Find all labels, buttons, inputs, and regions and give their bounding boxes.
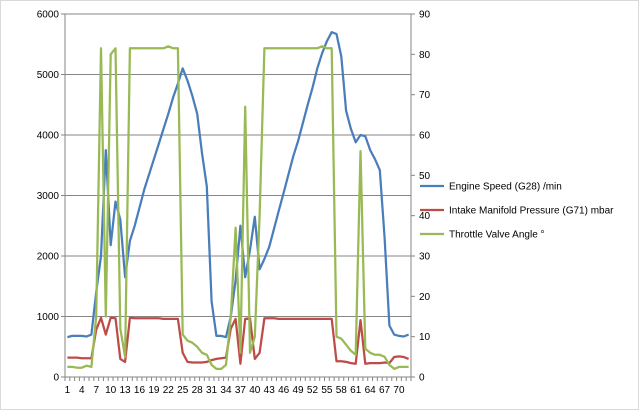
- legend: Engine Speed (G28) /min Intake Manifold P…: [420, 182, 614, 241]
- y-left-tick-label: 4000: [37, 131, 60, 142]
- x-tick-label: 58: [336, 385, 348, 396]
- axes: 0 1000 2000 3000 4000 5000 6000 0 10 20 30 40 50 60 70…: [37, 10, 431, 397]
- y-right-tick-label: 20: [419, 292, 431, 303]
- y-right-tick-label: 10: [419, 332, 431, 343]
- x-tick-label: 43: [264, 385, 276, 396]
- x-tick-label: 67: [379, 385, 391, 396]
- x-tick-label: 10: [105, 385, 117, 396]
- x-tick-label: 46: [278, 385, 290, 396]
- x-tick-label: 55: [321, 385, 333, 396]
- x-tick-label: 37: [235, 385, 247, 396]
- x-tick-label: 61: [350, 385, 362, 396]
- legend-label: Engine Speed (G28) /min: [449, 182, 562, 193]
- x-tick-label: 19: [148, 385, 160, 396]
- y-right-tick-label: 50: [419, 171, 431, 182]
- series-line-1: [67, 31, 410, 339]
- x-tick-label: 31: [206, 385, 218, 396]
- legend-label: Intake Manifold Pressure (G71) mbar: [449, 206, 614, 217]
- y-left-tick-label: 5000: [37, 70, 60, 81]
- y-right-tick-label: 80: [419, 50, 431, 61]
- x-tick-label: 64: [365, 385, 377, 396]
- y-right-tick-label: 90: [419, 10, 431, 21]
- x-tick-label: 40: [249, 385, 261, 396]
- y-right-tick-label: 60: [419, 131, 431, 142]
- y-left-tick-label: 1000: [37, 312, 60, 323]
- legend-label: Throttle Valve Angle °: [449, 230, 545, 241]
- y-left-tick-label: 6000: [37, 10, 60, 21]
- y-right-tick-label: 40: [419, 211, 431, 222]
- x-tick-label: 34: [220, 385, 232, 396]
- y-left-tick-label: 3000: [37, 191, 60, 202]
- y-right-tick-label: 0: [419, 373, 425, 384]
- x-tick-label: 4: [79, 385, 85, 396]
- x-tick-label: 13: [120, 385, 132, 396]
- series-line-2: [67, 316, 410, 365]
- x-tick-label: 16: [134, 385, 146, 396]
- x-tick-label: 25: [177, 385, 189, 396]
- x-tick-label: 22: [163, 385, 175, 396]
- y-left-tick-label: 0: [53, 373, 59, 384]
- series-lines: [67, 31, 410, 371]
- y-right-tick-label: 30: [419, 252, 431, 263]
- y-left-tick-label: 2000: [37, 252, 60, 263]
- x-tick-label: 28: [192, 385, 204, 396]
- x-tick-label: 7: [93, 385, 99, 396]
- x-tick-label: 70: [393, 385, 405, 396]
- x-tick-label: 1: [65, 385, 71, 396]
- x-tick-label: 49: [293, 385, 305, 396]
- x-tick-label: 52: [307, 385, 319, 396]
- series-line-3: [67, 45, 409, 371]
- y-right-tick-label: 70: [419, 90, 431, 101]
